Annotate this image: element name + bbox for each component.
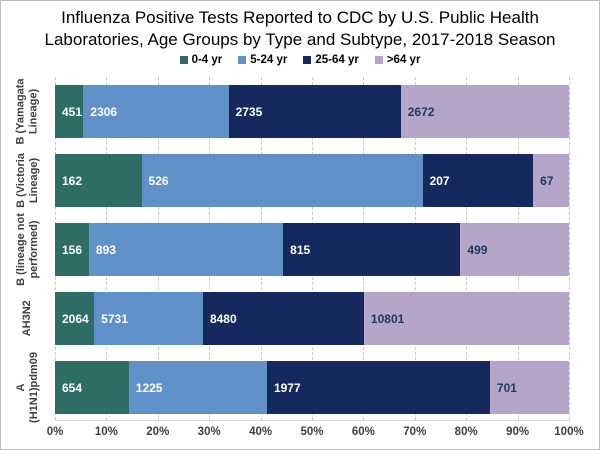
bar-segment: 67	[533, 154, 569, 207]
segment-value-label: 2735	[235, 104, 263, 119]
legend-item-0-4-yr: 0-4 yr	[179, 54, 223, 66]
chart-legend: 0-4 yr 5-24 yr 25-64 yr >64 yr	[1, 54, 599, 66]
bar-row: 156 893 815 499	[55, 223, 569, 276]
segment-value-label: 499	[467, 242, 488, 257]
segment-value-label: 67	[540, 173, 554, 188]
segment-value-label: 2064	[62, 311, 89, 326]
bar-segment: 701	[489, 361, 569, 414]
legend-swatch-icon	[374, 56, 383, 64]
bar-row: 451 2306 2735 2672	[55, 85, 569, 138]
legend-swatch-icon	[303, 56, 312, 64]
gridline	[569, 77, 570, 420]
x-axis-tick-label: 100%	[554, 426, 584, 438]
bar-segment: 1225	[128, 361, 267, 414]
segment-value-label: 2306	[90, 104, 118, 119]
legend-label: 5-24 yr	[250, 54, 288, 66]
segment-value-label: 815	[290, 242, 311, 257]
bar-segment: 2672	[400, 85, 569, 138]
x-axis-tick-label: 90%	[506, 426, 530, 438]
y-axis-label: B (lineage not performed)	[1, 213, 53, 286]
segment-value-label: 156	[62, 242, 83, 257]
bar-segment: 2064	[55, 292, 95, 345]
segment-value-label: 1977	[273, 380, 301, 395]
x-axis-tick-label: 10%	[94, 426, 118, 438]
segment-value-label: 654	[62, 380, 83, 395]
bar-segment: 893	[88, 223, 284, 276]
plot-area: 451 2306 2735 2672 162 526 207 67 156 893 815 499 20…	[55, 77, 570, 421]
y-axis-label: AH3N2	[1, 284, 53, 353]
bar-segment: 10801	[363, 292, 569, 345]
y-axis-label-text: A (H1N1)pdm09	[14, 352, 40, 423]
bar-segment: 207	[422, 154, 534, 207]
y-axis-label-text: B (Victoria Lineage)	[14, 153, 40, 208]
bar-segment: 654	[55, 361, 129, 414]
legend-label: >64 yr	[386, 54, 421, 66]
bar-segment: 1977	[266, 361, 490, 414]
x-axis-tick-label: 80%	[454, 426, 478, 438]
x-axis-tick-label: 50%	[300, 426, 324, 438]
x-axis-tick-label: 60%	[351, 426, 375, 438]
legend-label: 0-4 yr	[191, 54, 223, 66]
y-axis-label-text: B (Yamagata Lineage)	[14, 78, 40, 145]
segment-value-label: 526	[148, 173, 169, 188]
y-axis-label-text: B (lineage not performed)	[14, 213, 40, 286]
segment-value-label: 8480	[209, 311, 237, 326]
x-axis-tick-label: 0%	[46, 426, 64, 438]
y-axis-label: A (H1N1)pdm09	[1, 352, 53, 423]
segment-value-label: 2672	[407, 104, 435, 119]
bar-segment: 499	[460, 223, 569, 276]
segment-value-label: 10801	[370, 311, 405, 326]
segment-value-label: 162	[62, 173, 83, 188]
chart-title: Influenza Positive Tests Reported to CDC…	[44, 8, 556, 49]
legend-item--64-yr: >64 yr	[374, 54, 421, 66]
x-axis-tick-label: 70%	[403, 426, 427, 438]
x-axis-tick-label: 20%	[146, 426, 170, 438]
segment-value-label: 207	[429, 173, 450, 188]
legend-item-5-24-yr: 5-24 yr	[238, 54, 287, 66]
bar-segment: 2735	[228, 85, 401, 138]
legend-swatch-icon	[238, 56, 247, 64]
segment-value-label: 5731	[101, 311, 128, 326]
bar-segment: 156	[55, 223, 89, 276]
bar-segment: 451	[55, 85, 84, 138]
bar-segment: 815	[283, 223, 461, 276]
bar-segment: 162	[55, 154, 142, 207]
x-axis-tick-labels: 0% 10% 20% 30% 40% 50% 60% 70% 80% 90% 100%	[47, 426, 584, 442]
legend-swatch-icon	[179, 56, 188, 64]
bar-segment: 8480	[202, 292, 364, 345]
legend-item-25-64-yr: 25-64 yr	[303, 54, 359, 66]
bar-segment: 2306	[83, 85, 229, 138]
y-axis-label: B (Victoria Lineage)	[1, 146, 53, 215]
segment-value-label: 1225	[135, 380, 163, 395]
segment-value-label: 451	[62, 104, 83, 119]
segment-value-label: 893	[95, 242, 116, 257]
segment-value-label: 701	[496, 380, 517, 395]
x-axis-tick-label: 30%	[197, 426, 221, 438]
bar-row: 2064 5731 8480 10801	[55, 292, 569, 345]
legend-label: 25-64 yr	[315, 54, 359, 66]
bar-segment: 5731	[94, 292, 203, 345]
bar-row: 162 526 207 67	[55, 154, 569, 207]
x-axis-tick-label: 40%	[249, 426, 273, 438]
bar-row: 654 1225 1977 701	[55, 361, 569, 414]
y-axis-label-text: AH3N2	[20, 300, 33, 337]
y-axis-label: B (Yamagata Lineage)	[1, 77, 53, 146]
bar-segment: 526	[141, 154, 423, 207]
